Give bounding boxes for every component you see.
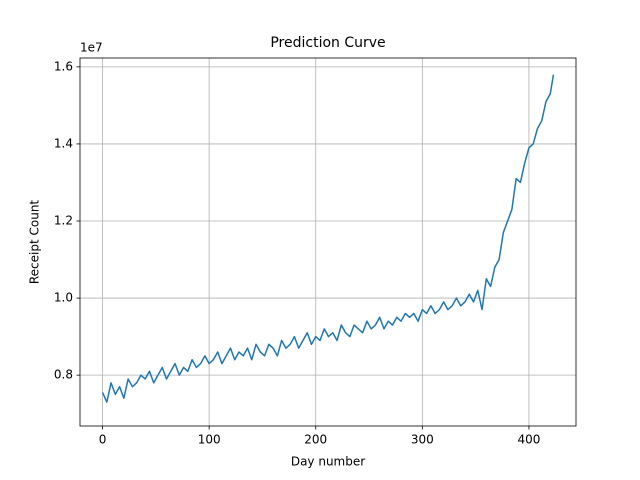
x-tick-label: 200 <box>304 433 327 447</box>
y-tick-label: 0.8 <box>54 368 73 382</box>
x-axis-label: Day number <box>291 455 365 469</box>
chart-title: Prediction Curve <box>270 35 385 51</box>
y-offset-label: 1e7 <box>80 41 103 55</box>
y-tick-label: 1.4 <box>54 136 73 150</box>
data-line <box>101 74 555 403</box>
x-tick-label: 100 <box>198 433 221 447</box>
y-tick-label: 1.2 <box>54 213 73 227</box>
x-tick-label: 0 <box>99 433 107 447</box>
plot-frame <box>79 57 577 427</box>
y-tick-label: 1.6 <box>54 59 73 73</box>
x-tick-label: 400 <box>517 433 540 447</box>
y-axis-label: Receipt Count <box>28 200 42 285</box>
x-tick-label: 300 <box>411 433 434 447</box>
y-tick-label: 1.0 <box>54 291 73 305</box>
